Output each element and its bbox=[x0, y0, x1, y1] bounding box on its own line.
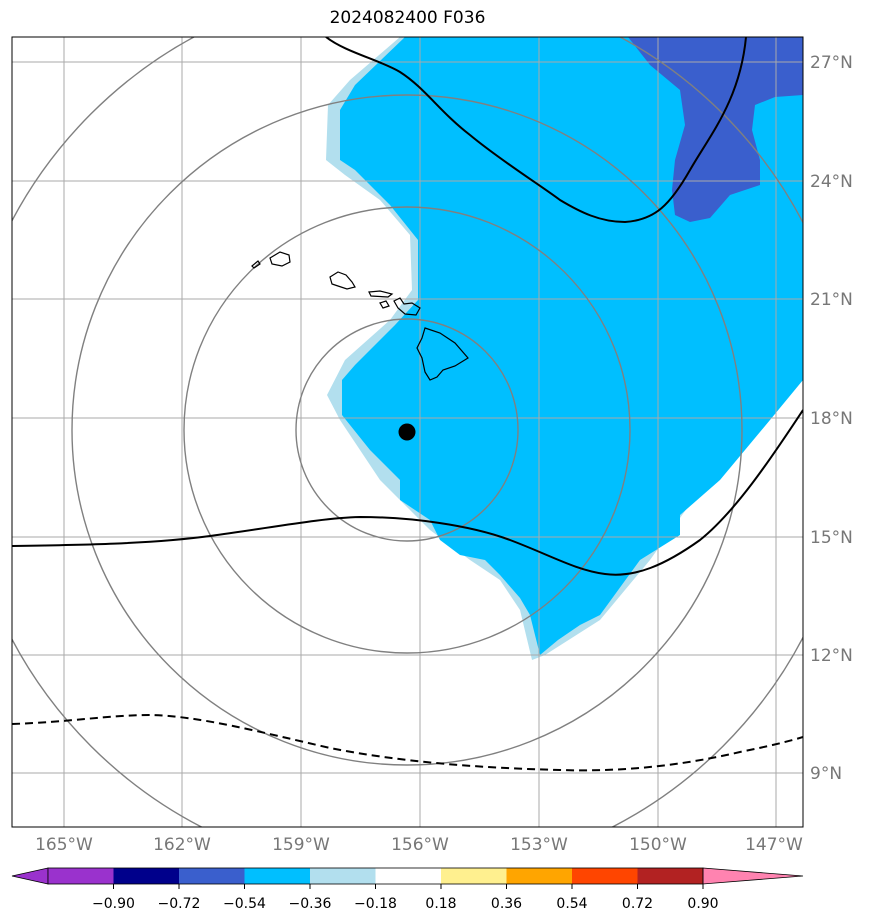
lon-label: 150°W bbox=[629, 835, 687, 855]
island-molokai bbox=[329, 271, 356, 290]
colorbar-tick-label: 0.18 bbox=[425, 896, 456, 912]
colorbar-tick-label: −0.36 bbox=[289, 896, 332, 912]
graticule bbox=[12, 37, 803, 827]
lon-label: 165°W bbox=[35, 835, 93, 855]
contour-line-middle bbox=[12, 409, 803, 576]
hawaiian-islands bbox=[251, 251, 469, 381]
colorbar-tick-label: 0.54 bbox=[556, 896, 587, 912]
lon-label: 147°W bbox=[745, 835, 803, 855]
colorbar-segment bbox=[375, 868, 441, 884]
lat-label: 9°N bbox=[810, 764, 842, 784]
storm-center-marker bbox=[398, 423, 416, 441]
colorbar-tick-label: 0.90 bbox=[687, 896, 718, 912]
colorbar-segment bbox=[637, 868, 703, 884]
lat-label: 12°N bbox=[810, 646, 853, 666]
colorbar-tick-label: −0.72 bbox=[158, 896, 201, 912]
map-frame bbox=[11, 36, 804, 828]
colorbar-tick-label: −0.18 bbox=[354, 896, 397, 912]
lon-label: 156°W bbox=[391, 835, 449, 855]
lat-label: 21°N bbox=[810, 290, 853, 310]
colorbar-tick-label: −0.54 bbox=[223, 896, 266, 912]
colorbar-segment bbox=[48, 868, 114, 884]
lat-label: 18°N bbox=[810, 409, 853, 429]
colorbar-extend-high bbox=[702, 867, 804, 885]
colorbar-segment bbox=[310, 868, 376, 884]
colorbar-segment bbox=[506, 868, 572, 884]
island-hawaii bbox=[416, 327, 469, 381]
colorbar-segment bbox=[244, 868, 310, 884]
colorbar-segment bbox=[179, 868, 245, 884]
range-rings bbox=[12, 37, 803, 827]
island-kauai bbox=[251, 260, 261, 269]
latitude-labels: 27°N 24°N 21°N 18°N 15°N 12°N 9°N bbox=[810, 53, 853, 784]
colorbar-tick-label: 0.36 bbox=[491, 896, 522, 912]
longitude-labels: 165°W 162°W 159°W 156°W 153°W 150°W 147°… bbox=[35, 835, 803, 855]
contour-line-north bbox=[325, 37, 747, 224]
colorbar-tick-label: −0.90 bbox=[92, 896, 135, 912]
map-area bbox=[12, 37, 803, 827]
lon-label: 162°W bbox=[153, 835, 211, 855]
island-oahu bbox=[269, 251, 291, 267]
lon-label: 153°W bbox=[510, 835, 568, 855]
lat-label: 15°N bbox=[810, 528, 853, 548]
colorbar: −0.90 −0.72 −0.54 −0.36 −0.18 0.18 0.36 … bbox=[11, 867, 804, 912]
island-maui bbox=[393, 297, 421, 316]
colorbar-segment bbox=[113, 868, 179, 884]
lat-label: 24°N bbox=[810, 172, 853, 192]
colorbar-segment bbox=[572, 868, 638, 884]
island-lanai bbox=[368, 290, 394, 298]
island-kahoolawe bbox=[379, 300, 390, 309]
contour-line-south-dashed bbox=[12, 713, 803, 772]
map-title: 2024082400 F036 bbox=[329, 8, 486, 28]
colorbar-extend-low bbox=[11, 867, 49, 885]
lon-label: 159°W bbox=[272, 835, 330, 855]
lat-label: 27°N bbox=[810, 53, 853, 73]
colorbar-segment bbox=[441, 868, 507, 884]
colorbar-tick-label: 0.72 bbox=[622, 896, 653, 912]
